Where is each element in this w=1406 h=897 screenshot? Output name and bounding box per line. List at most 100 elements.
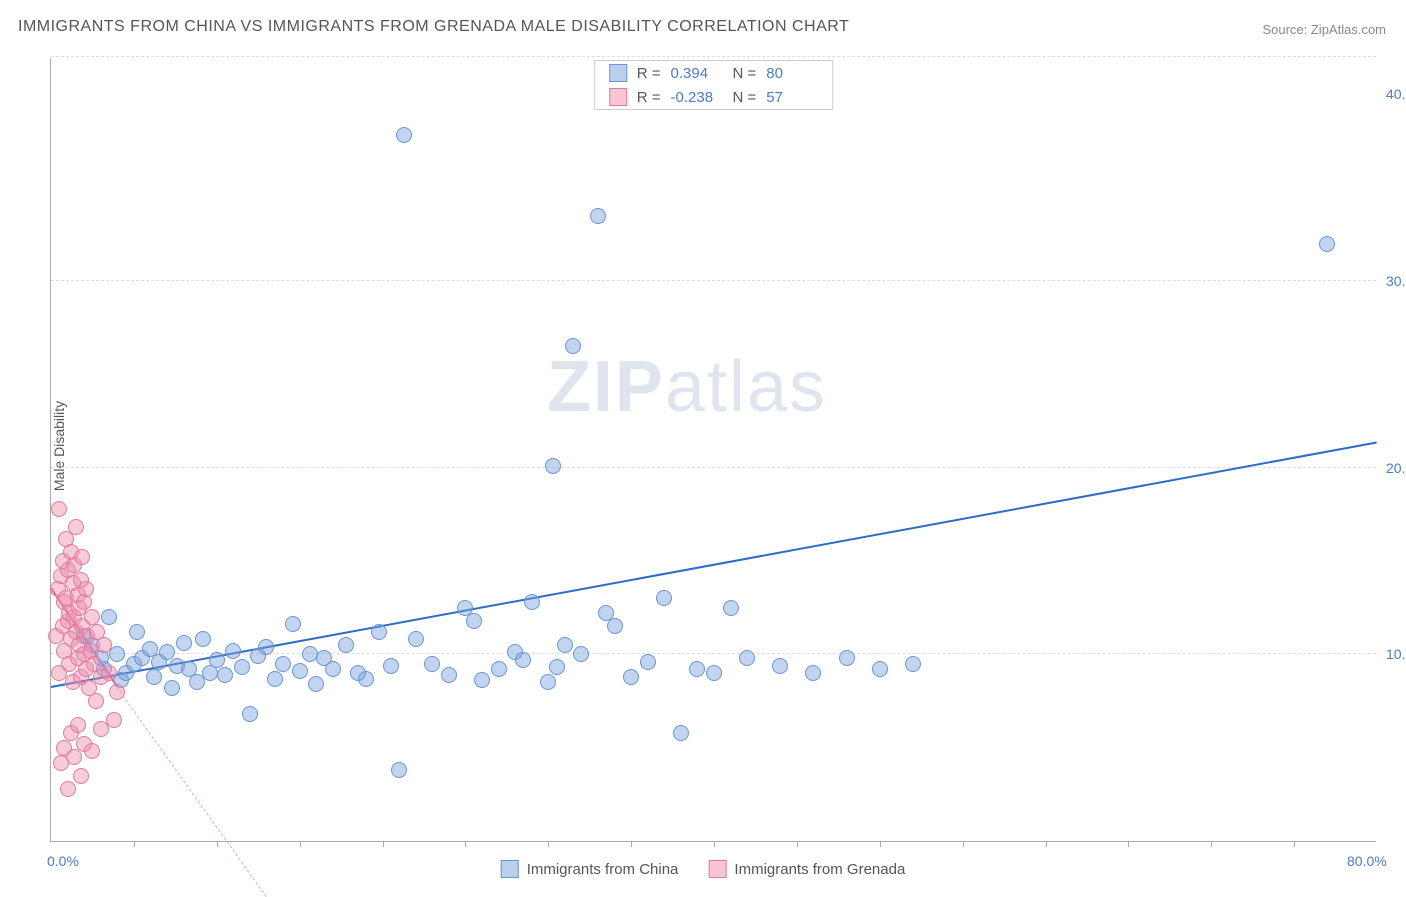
x-tick [1211, 841, 1212, 847]
data-point [109, 684, 125, 700]
r-value: -0.238 [671, 89, 723, 106]
x-tick [548, 841, 549, 847]
data-point [557, 637, 573, 653]
data-point [70, 717, 86, 733]
data-point [424, 656, 440, 672]
data-point [739, 650, 755, 666]
data-point [308, 676, 324, 692]
n-label: N = [733, 89, 757, 106]
x-tick [1294, 841, 1295, 847]
data-point [242, 706, 258, 722]
data-point [101, 665, 117, 681]
data-point [176, 635, 192, 651]
data-point [96, 637, 112, 653]
y-tick-label: 10.0% [1386, 646, 1406, 662]
data-point [109, 646, 125, 662]
data-point [292, 663, 308, 679]
data-point [101, 609, 117, 625]
data-point [706, 665, 722, 681]
r-label: R = [637, 89, 661, 106]
data-point [146, 669, 162, 685]
data-point [590, 208, 606, 224]
data-point [573, 646, 589, 662]
data-point [93, 721, 109, 737]
data-point [383, 658, 399, 674]
data-point [524, 594, 540, 610]
data-point [164, 680, 180, 696]
data-point [723, 600, 739, 616]
x-tick [880, 841, 881, 847]
data-point [285, 616, 301, 632]
data-point [839, 650, 855, 666]
data-point [60, 781, 76, 797]
legend-swatch [708, 860, 726, 878]
legend-item: Immigrants from Grenada [708, 860, 905, 878]
data-point [217, 667, 233, 683]
data-point [540, 674, 556, 690]
r-label: R = [637, 65, 661, 82]
stats-box: R =0.394N =80R =-0.238N =57 [594, 60, 834, 110]
chart-title: IMMIGRANTS FROM CHINA VS IMMIGRANTS FROM… [18, 18, 849, 36]
stats-swatch [609, 88, 627, 106]
y-tick-label: 20.0% [1386, 460, 1406, 476]
legend-label: Immigrants from China [527, 861, 679, 878]
data-point [129, 624, 145, 640]
data-point [73, 768, 89, 784]
gridline [51, 467, 1376, 468]
n-value: 80 [766, 65, 818, 82]
y-tick-label: 40.0% [1386, 86, 1406, 102]
x-tick [134, 841, 135, 847]
x-tick [1128, 841, 1129, 847]
x-tick [383, 841, 384, 847]
data-point [267, 671, 283, 687]
data-point [515, 652, 531, 668]
x-tick [714, 841, 715, 847]
data-point [195, 631, 211, 647]
y-tick-label: 30.0% [1386, 273, 1406, 289]
x-tick-label: 80.0% [1347, 853, 1387, 869]
data-point [872, 661, 888, 677]
data-point [234, 659, 250, 675]
data-point [545, 458, 561, 474]
data-point [640, 654, 656, 670]
gridline [51, 56, 1376, 57]
legend-label: Immigrants from Grenada [734, 861, 905, 878]
data-point [491, 661, 507, 677]
data-point [371, 624, 387, 640]
data-point [905, 656, 921, 672]
data-point [358, 671, 374, 687]
data-point [474, 672, 490, 688]
data-point [607, 618, 623, 634]
data-point [1319, 236, 1335, 252]
gridline [51, 280, 1376, 281]
plot-area: ZIPatlas R =0.394N =80R =-0.238N =57 10.… [50, 58, 1376, 842]
chart-container: IMMIGRANTS FROM CHINA VS IMMIGRANTS FROM… [0, 0, 1406, 892]
data-point [209, 652, 225, 668]
data-point [805, 665, 821, 681]
data-point [84, 743, 100, 759]
data-point [396, 127, 412, 143]
stats-row: R =-0.238N =57 [595, 85, 833, 109]
x-tick [797, 841, 798, 847]
x-tick [465, 841, 466, 847]
regression-line [51, 441, 1377, 687]
r-value: 0.394 [671, 65, 723, 82]
x-tick [631, 841, 632, 847]
source-label: Source: ZipAtlas.com [1262, 22, 1386, 37]
data-point [51, 501, 67, 517]
data-point [66, 749, 82, 765]
data-point [225, 643, 241, 659]
data-point [466, 613, 482, 629]
data-point [772, 658, 788, 674]
data-point [441, 667, 457, 683]
data-point [88, 693, 104, 709]
data-point [689, 661, 705, 677]
data-point [338, 637, 354, 653]
x-tick [217, 841, 218, 847]
data-point [549, 659, 565, 675]
data-point [565, 338, 581, 354]
data-point [673, 725, 689, 741]
x-tick-label: 0.0% [47, 853, 79, 869]
data-point [84, 609, 100, 625]
stats-row: R =0.394N =80 [595, 61, 833, 85]
